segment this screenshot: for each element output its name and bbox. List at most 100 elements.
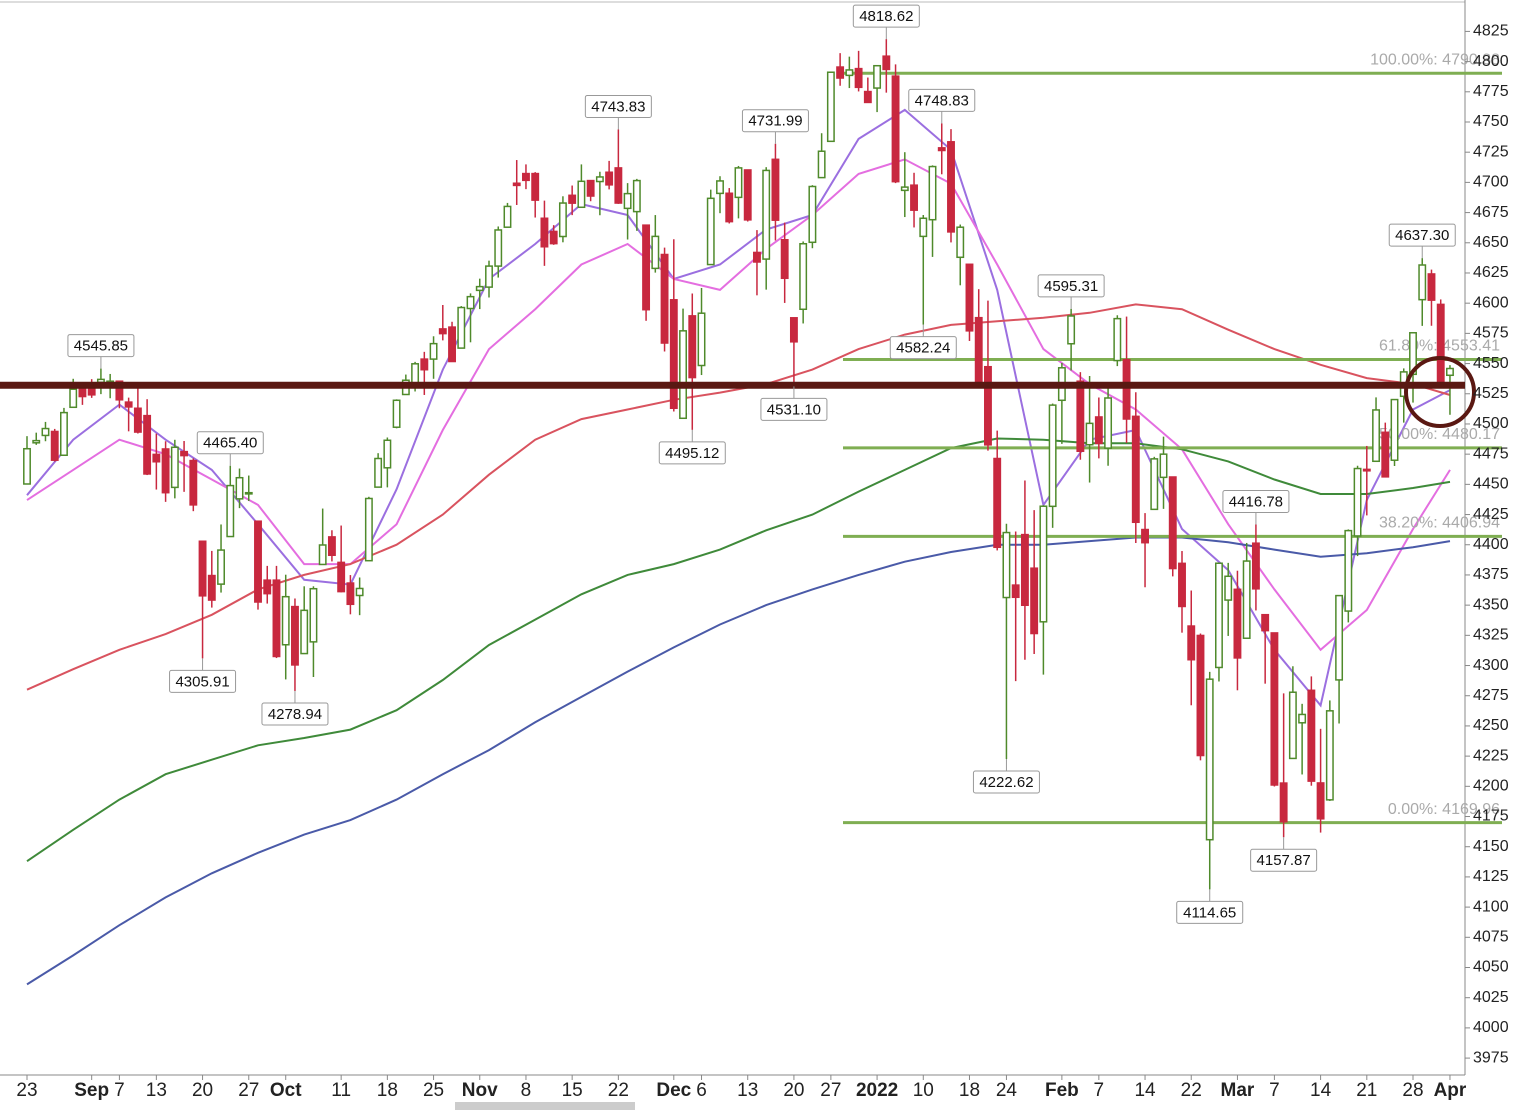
candle-body [984, 365, 992, 446]
y-tick-label: 4400 [1473, 536, 1509, 553]
annotation-label: 4637.30 [1395, 227, 1449, 244]
x-tick-label: 11 [331, 1080, 351, 1101]
y-tick-label: 4300 [1473, 657, 1509, 674]
x-tick-label: 25 [423, 1080, 444, 1101]
candle-body [1307, 689, 1316, 782]
candle-body [1178, 562, 1186, 608]
y-tick-label: 4600 [1473, 294, 1509, 311]
x-tick-label: 8 [521, 1080, 532, 1101]
candle-body [429, 342, 438, 360]
candle-body [1270, 632, 1279, 786]
candle-body [1085, 422, 1094, 446]
candle-body [558, 202, 567, 238]
candle-body [1122, 358, 1131, 420]
annotation-box [584, 94, 652, 118]
candle-body [1131, 415, 1140, 524]
candle-body [466, 295, 475, 310]
candle-body [688, 315, 697, 379]
x-tick-label: 7 [1269, 1080, 1280, 1101]
candle-body [1251, 542, 1260, 590]
candle-body [1418, 264, 1427, 301]
candle-body [1002, 531, 1011, 599]
axes: 3975 4000 4025 4050 4075 4100 4125 4150 4175 4200… [16, 23, 1508, 1101]
annotation-box [169, 669, 237, 693]
candle-body [863, 90, 872, 104]
y-tick-label: 4450 [1473, 476, 1509, 493]
x-tick-label: Sep [74, 1080, 109, 1101]
annotation-label: 4305.91 [175, 673, 229, 690]
candle-body [965, 263, 974, 332]
candle-body [337, 561, 346, 593]
annotation-box [196, 431, 264, 455]
candle-body [706, 197, 715, 266]
candle-body [318, 544, 327, 566]
candle-body [1113, 317, 1122, 362]
candle-body [60, 411, 68, 456]
annotation-label: 4748.83 [915, 92, 969, 109]
annotation-box [760, 397, 828, 421]
y-tick-label: 4100 [1473, 898, 1509, 915]
candle-body [512, 182, 521, 187]
x-tick-label: 24 [996, 1080, 1018, 1101]
candle-body [32, 439, 41, 444]
candle-body [161, 448, 170, 494]
scrollbar[interactable] [455, 1102, 635, 1110]
candle-body [143, 414, 152, 475]
candle-body [799, 242, 808, 311]
candle-body [152, 453, 161, 463]
y-tick-label: 4625 [1473, 264, 1509, 281]
candle-body [845, 69, 854, 77]
candle-body [1196, 634, 1205, 757]
candle-body [485, 265, 493, 288]
candle-body [457, 306, 466, 349]
y-tick-label: 4575 [1473, 325, 1509, 342]
annotation-box [1037, 274, 1105, 298]
candle-body [364, 497, 373, 562]
candle-body [226, 484, 235, 538]
candle-body [1362, 468, 1371, 472]
candle-body [1030, 567, 1039, 635]
candle-body [623, 192, 632, 210]
candle-body [780, 239, 789, 280]
candle-body [882, 55, 891, 71]
candle-body [1372, 409, 1380, 463]
x-tick-label: 20 [783, 1080, 804, 1101]
annotation-label: 4595.31 [1044, 278, 1098, 295]
candle-body [974, 316, 983, 386]
fib-label: 0.00%: 4169.96 [1388, 801, 1500, 818]
x-tick-label: Feb [1045, 1080, 1079, 1101]
candle-body [614, 167, 623, 204]
candle-body [595, 176, 604, 183]
annotation-label: 4545.85 [74, 338, 128, 355]
y-tick-label: 4025 [1473, 989, 1509, 1006]
candle-body [1279, 782, 1288, 823]
x-tick-label: Nov [462, 1080, 498, 1101]
candle-body [891, 75, 900, 183]
candle-body [1390, 398, 1399, 461]
fib-label: 100.00%: 4790.38 [1370, 51, 1500, 68]
annotation-box [1250, 848, 1318, 872]
x-tick-label: 28 [1402, 1080, 1423, 1101]
candle-body [669, 299, 678, 410]
x-tick-label: Dec [656, 1080, 691, 1101]
x-tick-label: 22 [1181, 1080, 1202, 1101]
candle-body [605, 171, 614, 186]
candles [23, 39, 1454, 890]
candle-body [1168, 476, 1177, 570]
candle-body [771, 158, 780, 221]
candle-body [1215, 562, 1223, 669]
x-tick-label: 13 [737, 1080, 758, 1101]
x-tick-label: 13 [146, 1080, 167, 1101]
candle-body [993, 457, 1002, 549]
candle-body [1261, 613, 1270, 632]
x-tick-label: 23 [16, 1080, 37, 1101]
annotation-box [852, 4, 920, 28]
annotation-box [889, 336, 957, 360]
candle-body [1159, 453, 1168, 479]
candle-body [1344, 529, 1353, 612]
candle-body [826, 71, 835, 143]
candle-body [531, 172, 540, 201]
candle-body [900, 186, 909, 192]
candle-body [115, 380, 124, 401]
annotation-label: 4465.40 [203, 435, 257, 452]
